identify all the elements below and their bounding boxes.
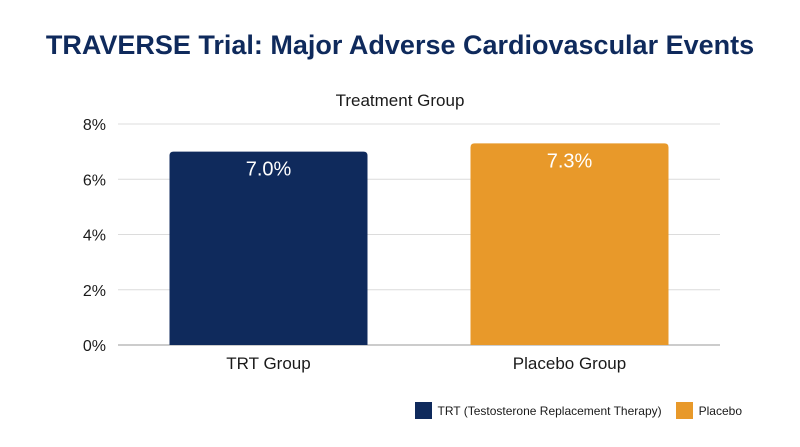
data-label: 7.0% (246, 159, 292, 181)
chart-subtitle: Treatment Group (335, 91, 465, 110)
legend-item-trt: TRT (Testosterone Replacement Therapy) (414, 402, 662, 419)
bar (169, 151, 368, 345)
legend-swatch-trt (414, 402, 432, 419)
legend-item-placebo: Placebo (675, 402, 742, 419)
y-tick-label: 4% (83, 228, 106, 245)
bar (470, 143, 669, 345)
legend-swatch-placebo (675, 402, 693, 419)
y-tick-label: 8% (83, 117, 106, 134)
x-category-label: Placebo Group (513, 354, 626, 373)
x-category-label: TRT Group (226, 354, 310, 373)
y-tick-label: 6% (83, 172, 106, 189)
legend-label-trt: TRT (Testosterone Replacement Therapy) (437, 403, 662, 418)
chart-legend: TRT (Testosterone Replacement Therapy) P… (414, 402, 742, 419)
y-tick-label: 0% (83, 338, 106, 355)
legend-label-placebo: Placebo (698, 403, 742, 418)
chart-title: TRAVERSE Trial: Major Adverse Cardiovasc… (45, 30, 755, 60)
data-label: 7.3% (547, 150, 593, 172)
y-tick-label: 2% (83, 283, 106, 300)
